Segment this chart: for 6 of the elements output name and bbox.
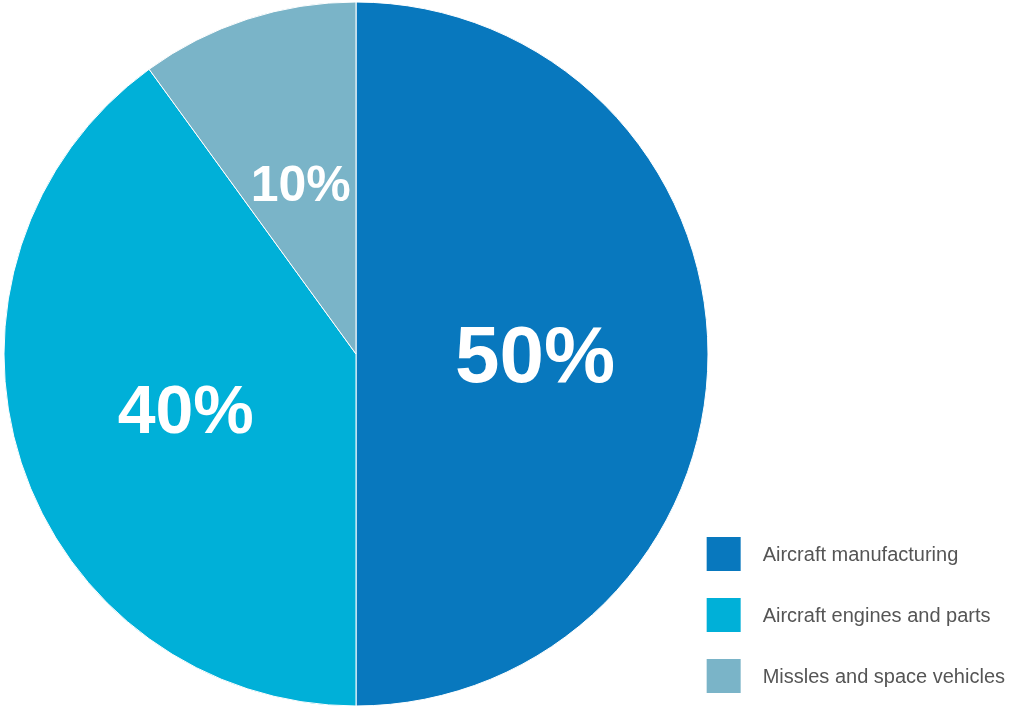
legend-label: Aircraft manufacturing xyxy=(762,543,959,565)
data-label: 40% xyxy=(117,371,254,448)
legend-label: Aircraft engines and parts xyxy=(762,604,991,626)
data-label: 10% xyxy=(250,155,351,212)
legend-label: Missles and space vehicles xyxy=(762,665,1006,687)
data-label: 50% xyxy=(454,309,616,399)
